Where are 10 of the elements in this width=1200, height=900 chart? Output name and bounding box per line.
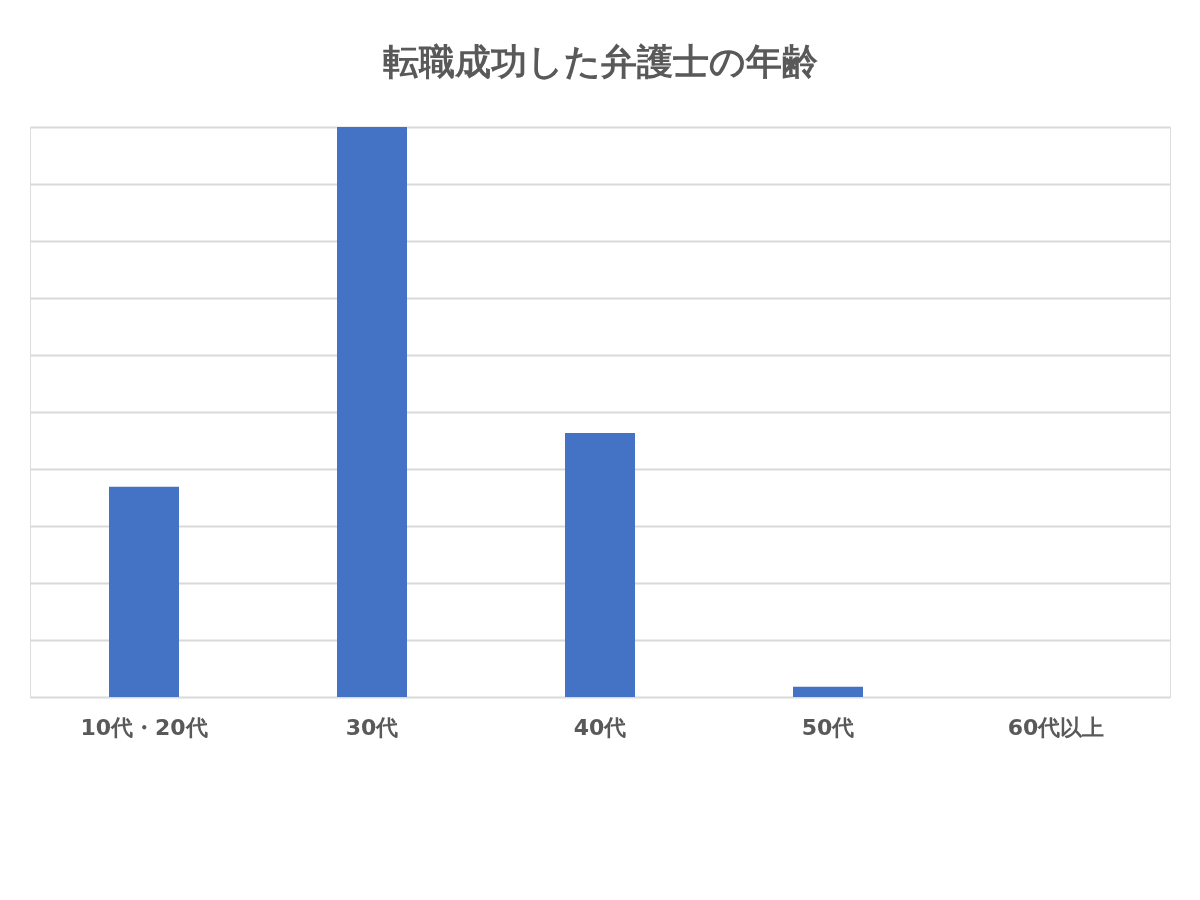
bar: [793, 686, 863, 697]
x-tick-label: 30代: [345, 714, 399, 740]
chart-title: 転職成功した弁護士の年齢: [382, 41, 818, 82]
x-tick-label: 60代以上: [1007, 714, 1105, 740]
bar: [565, 433, 635, 697]
x-tick-label: 40代: [573, 714, 627, 740]
bar: [109, 486, 179, 697]
x-tick-label: 50代: [801, 714, 855, 740]
bar: [337, 127, 407, 697]
x-tick-label: 10代・20代: [80, 714, 208, 740]
